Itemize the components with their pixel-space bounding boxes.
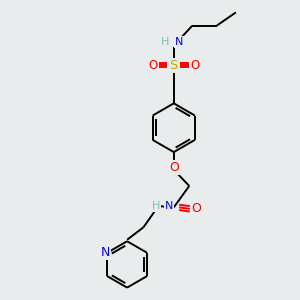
Text: O: O <box>192 202 202 215</box>
Text: H: H <box>152 201 160 211</box>
Text: N: N <box>164 201 173 211</box>
Text: N: N <box>101 246 110 259</box>
Text: S: S <box>169 59 178 72</box>
Text: H: H <box>161 37 169 47</box>
Text: O: O <box>190 59 199 72</box>
Text: O: O <box>169 161 179 174</box>
Text: O: O <box>148 59 158 72</box>
Text: N: N <box>175 37 183 47</box>
